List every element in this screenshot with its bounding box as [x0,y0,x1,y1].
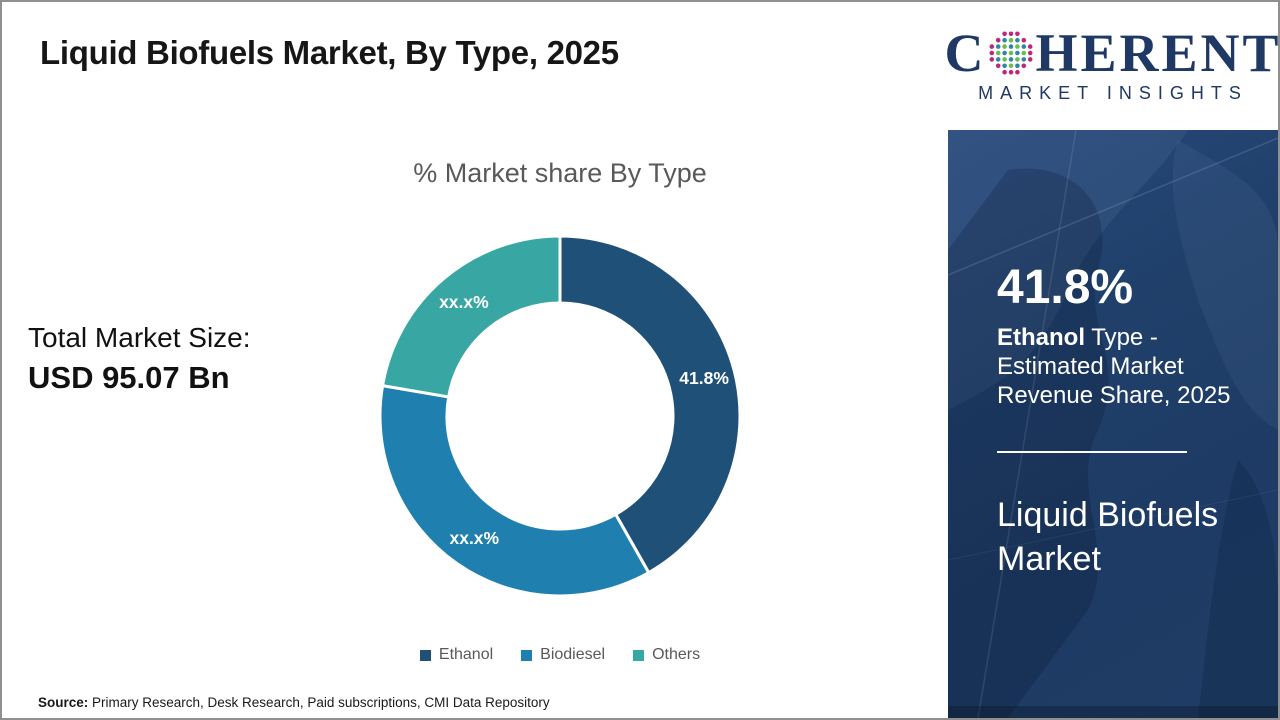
globe-dot [1009,63,1014,69]
donut-chart: 41.8% xx.x% xx.x% [378,234,742,598]
sidebar-market-name: Liquid Biofuels Market [997,495,1219,579]
globe-dot [1015,69,1021,75]
sidebar-panel: 41.8% Ethanol Type - Estimated Market Re… [948,130,1278,718]
globe-dot [1015,37,1021,43]
globe-dot [1021,44,1027,49]
source-line: Source: Primary Research, Desk Research,… [38,695,550,710]
sidebar-bottom-strip [948,706,1278,718]
globe-dot [1015,44,1021,49]
legend-item-biodiesel: Biodiesel [521,646,605,664]
globe-dot [1021,50,1027,56]
globe-dot [1015,50,1021,56]
sidebar-stat-value: 41.8% [997,261,1134,314]
total-market-size-block: Total Market Size: USD 95.07 Bn [28,322,251,396]
globe-dot [1015,31,1021,37]
logo-letter-c: C [944,23,987,83]
sidebar-stat-description-rest: Type - Estimated Market Revenue Share, 2… [997,323,1231,410]
globe-dot [989,50,995,56]
globe-dot [1021,37,1027,43]
globe-dot [996,37,1001,43]
legend-label-others: Others [652,646,701,663]
globe-dot [989,44,995,49]
globe-dot [1021,57,1027,62]
slice-label-ethanol: 41.8% [679,368,729,388]
slice-label-biodiesel: xx.x% [449,528,499,548]
globe-dot [1028,57,1033,62]
slice-ethanol [558,234,742,575]
legend-item-ethanol: Ethanol [419,646,494,664]
slice-others [381,234,562,399]
total-market-size-label: Total Market Size: [28,322,251,353]
legend-swatch-biodiesel [521,649,533,661]
total-market-size-value: USD 95.07 Bn [28,360,230,395]
globe-dot [1009,69,1014,75]
globe-dot [1002,57,1008,62]
globe-dot [996,44,1001,49]
globe-dot [989,57,995,62]
sidebar-stat-description: Ethanol Type - Estimated Market Revenue … [997,323,1259,411]
coherent-globe-icon [989,31,1033,75]
globe-dot [1028,50,1033,56]
logo-subtitle: MARKET INSIGHTS [978,83,1248,103]
globe-dot [1002,63,1008,69]
logo-word-rest: HERENT [1035,23,1280,83]
globe-dot [1015,57,1021,62]
world-map-background [948,130,1278,718]
globe-dot [1002,44,1008,49]
globe-dot [996,63,1001,69]
legend-item-others: Others [633,646,700,664]
source-label: Source: [38,695,89,710]
globe-dot [1009,50,1014,56]
coherent-logo: C HERENT MARKET INSIGHTS [944,0,1279,130]
logo-wordmark: C HERENT [944,26,1280,80]
chart-legend: Ethanol Biodiesel Others [330,646,790,664]
globe-dot [1002,31,1008,37]
legend-swatch-ethanol [419,649,431,661]
page-title: Liquid Biofuels Market, By Type, 2025 [40,34,619,71]
sidebar-divider [997,450,1187,453]
globe-dot [1009,37,1014,43]
globe-dot [1009,31,1014,37]
globe-dot [1009,57,1014,62]
globe-dot [996,57,1001,62]
slice-label-others: xx.x% [439,292,489,312]
sidebar-content: 41.8% Ethanol Type - Estimated Market Re… [948,261,1278,582]
sidebar-stat-keyword: Ethanol [997,323,1085,351]
globe-dot [1028,44,1033,49]
globe-dot [1002,69,1008,75]
chart-title: % Market share By Type [413,158,707,188]
source-text: Primary Research, Desk Research, Paid su… [88,695,550,710]
legend-label-biodiesel: Biodiesel [540,646,606,663]
legend-swatch-others [633,649,645,661]
globe-dot [1002,37,1008,43]
legend-label-ethanol: Ethanol [438,646,494,663]
globe-dot [1009,44,1014,49]
slice-biodiesel [378,384,651,598]
globe-dot [1021,63,1027,69]
globe-dot [996,50,1001,56]
globe-dot [1015,63,1021,69]
globe-dot [1002,50,1008,56]
